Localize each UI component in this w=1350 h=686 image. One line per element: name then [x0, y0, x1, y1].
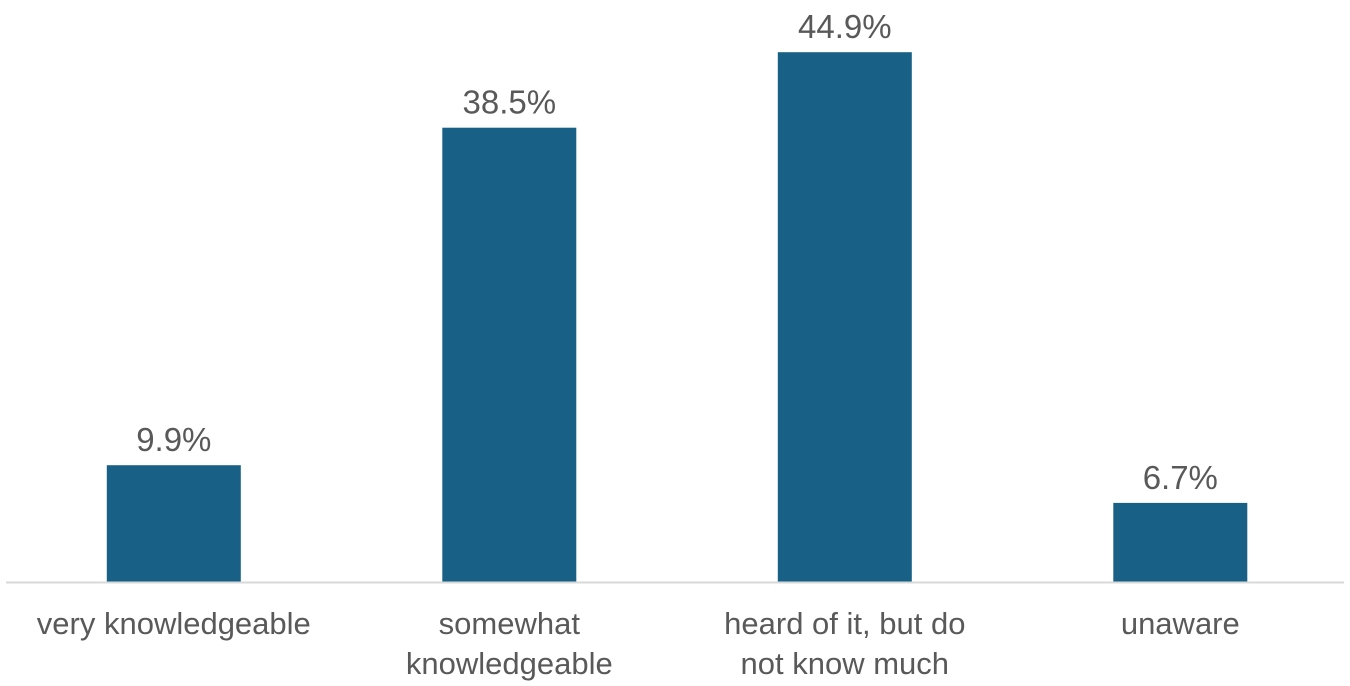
category-label-4: unaware — [1121, 606, 1240, 641]
category-label-2-line-2: knowledgeable — [406, 646, 613, 681]
data-label-3: 44.9% — [798, 8, 892, 45]
data-label-1: 9.9% — [136, 421, 211, 458]
bar-3 — [777, 52, 912, 582]
data-labels-group: 9.9% 38.5% 44.9% 6.7% — [136, 8, 1218, 496]
bars-group — [106, 52, 1248, 582]
bar-4 — [1113, 502, 1248, 582]
data-label-4: 6.7% — [1143, 459, 1218, 496]
category-label-1: very knowledgeable — [37, 606, 311, 641]
category-label-3-line-2: not know much — [741, 646, 950, 681]
category-labels-group: very knowledgeable somewhat knowledgeable h… — [37, 606, 1240, 681]
category-label-2-line-1: somewhat — [439, 606, 581, 641]
bar-1 — [106, 465, 241, 582]
data-label-2: 38.5% — [463, 84, 557, 121]
bar-2 — [442, 127, 577, 582]
category-label-3-line-1: heard of it, but do — [724, 606, 965, 641]
